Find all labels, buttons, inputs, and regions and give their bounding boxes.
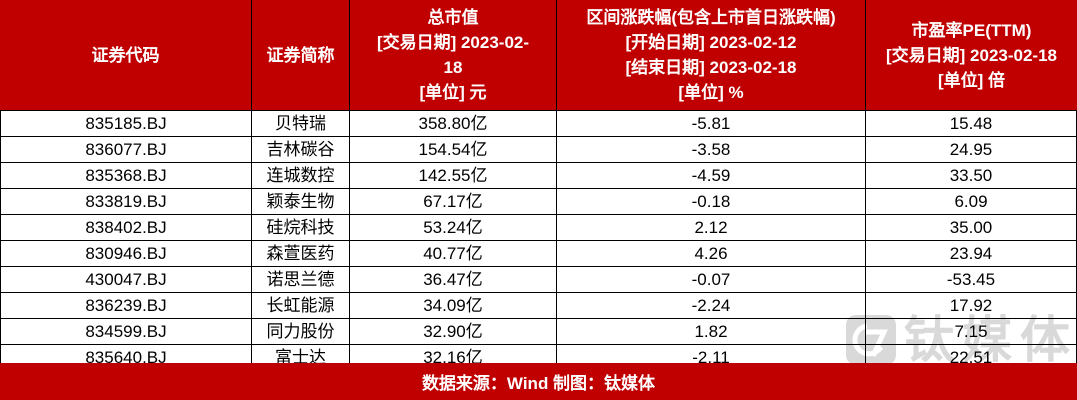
footer-bar: 数据来源：Wind 制图：钛媒体	[0, 363, 1077, 400]
cell-change: -0.18	[557, 189, 866, 215]
cell-pe: 23.94	[866, 241, 1077, 267]
cell-change: -0.07	[557, 267, 866, 293]
table-header: 证券代码 证券简称 总市值 [交易日期] 2023-02- 18 [单位] 元 …	[0, 0, 1077, 111]
cell-mktcap: 67.17亿	[350, 189, 557, 215]
cell-change: -5.81	[557, 111, 866, 137]
cell-mktcap: 40.77亿	[350, 241, 557, 267]
header-cell-mktcap: 总市值 [交易日期] 2023-02- 18 [单位] 元	[350, 0, 557, 111]
cell-code: 838402.BJ	[0, 215, 252, 241]
cell-name: 森萱医药	[252, 241, 350, 267]
table-row: 833819.BJ 颖泰生物 67.17亿 -0.18 6.09	[0, 189, 1077, 215]
table-row: 838402.BJ 硅烷科技 53.24亿 2.12 35.00	[0, 215, 1077, 241]
cell-name: 诺思兰德	[252, 267, 350, 293]
table-row: 835185.BJ 贝特瑞 358.80亿 -5.81 15.48	[0, 111, 1077, 137]
cell-name: 长虹能源	[252, 293, 350, 319]
cell-pe: 24.95	[866, 137, 1077, 163]
cell-change: -4.59	[557, 163, 866, 189]
header-cell-change: 区间涨跌幅(包含上市首日涨跌幅) [开始日期] 2023-02-12 [结束日期…	[557, 0, 866, 111]
cell-pe: 17.92	[866, 293, 1077, 319]
stock-table: 证券代码 证券简称 总市值 [交易日期] 2023-02- 18 [单位] 元 …	[0, 0, 1077, 371]
cell-change: 4.26	[557, 241, 866, 267]
cell-name: 颖泰生物	[252, 189, 350, 215]
cell-name: 连城数控	[252, 163, 350, 189]
footer-source-text: 数据来源：Wind 制图：钛媒体	[421, 374, 656, 393]
cell-pe: 6.09	[866, 189, 1077, 215]
cell-code: 430047.BJ	[0, 267, 252, 293]
cell-mktcap: 36.47亿	[350, 267, 557, 293]
cell-pe: 35.00	[866, 215, 1077, 241]
cell-pe: -53.45	[866, 267, 1077, 293]
cell-name: 硅烷科技	[252, 215, 350, 241]
table-row: 836239.BJ 长虹能源 34.09亿 -2.24 17.92	[0, 293, 1077, 319]
cell-mktcap: 154.54亿	[350, 137, 557, 163]
cell-pe: 15.48	[866, 111, 1077, 137]
cell-mktcap: 32.90亿	[350, 319, 557, 345]
cell-name: 同力股份	[252, 319, 350, 345]
header-cell-code: 证券代码	[0, 0, 252, 111]
header-cell-name: 证券简称	[252, 0, 350, 111]
cell-code: 836239.BJ	[0, 293, 252, 319]
cell-code: 833819.BJ	[0, 189, 252, 215]
cell-mktcap: 53.24亿	[350, 215, 557, 241]
cell-code: 835368.BJ	[0, 163, 252, 189]
cell-change: -2.24	[557, 293, 866, 319]
cell-name: 吉林碳谷	[252, 137, 350, 163]
table-row: 830946.BJ 森萱医药 40.77亿 4.26 23.94	[0, 241, 1077, 267]
cell-change: -3.58	[557, 137, 866, 163]
cell-name: 贝特瑞	[252, 111, 350, 137]
cell-pe: 7.15	[866, 319, 1077, 345]
cell-mktcap: 34.09亿	[350, 293, 557, 319]
watermark-text: 钛媒体	[904, 312, 1077, 368]
table-row: 835640.BJ 富士达 32.16亿 -2.11 22.51	[0, 345, 1077, 371]
tmt-logo-icon	[846, 315, 896, 365]
table-body: 835185.BJ 贝特瑞 358.80亿 -5.81 15.48 836077…	[0, 111, 1077, 371]
cell-code: 830946.BJ	[0, 241, 252, 267]
watermark: 钛媒体	[846, 315, 1077, 365]
table-row: 430047.BJ 诺思兰德 36.47亿 -0.07 -53.45	[0, 267, 1077, 293]
cell-mktcap: 142.55亿	[350, 163, 557, 189]
table-row: 835368.BJ 连城数控 142.55亿 -4.59 33.50	[0, 163, 1077, 189]
cell-change: 2.12	[557, 215, 866, 241]
header-row: 证券代码 证券简称 总市值 [交易日期] 2023-02- 18 [单位] 元 …	[0, 0, 1077, 111]
cell-mktcap: 358.80亿	[350, 111, 557, 137]
cell-code: 834599.BJ	[0, 319, 252, 345]
cell-code: 835185.BJ	[0, 111, 252, 137]
cell-code: 836077.BJ	[0, 137, 252, 163]
cell-change: 1.82	[557, 319, 866, 345]
table-row: 834599.BJ 同力股份 32.90亿 1.82 7.15	[0, 319, 1077, 345]
header-cell-pe: 市盈率PE(TTM) [交易日期] 2023-02-18 [单位] 倍	[866, 0, 1077, 111]
cell-pe: 33.50	[866, 163, 1077, 189]
table-row: 836077.BJ 吉林碳谷 154.54亿 -3.58 24.95	[0, 137, 1077, 163]
